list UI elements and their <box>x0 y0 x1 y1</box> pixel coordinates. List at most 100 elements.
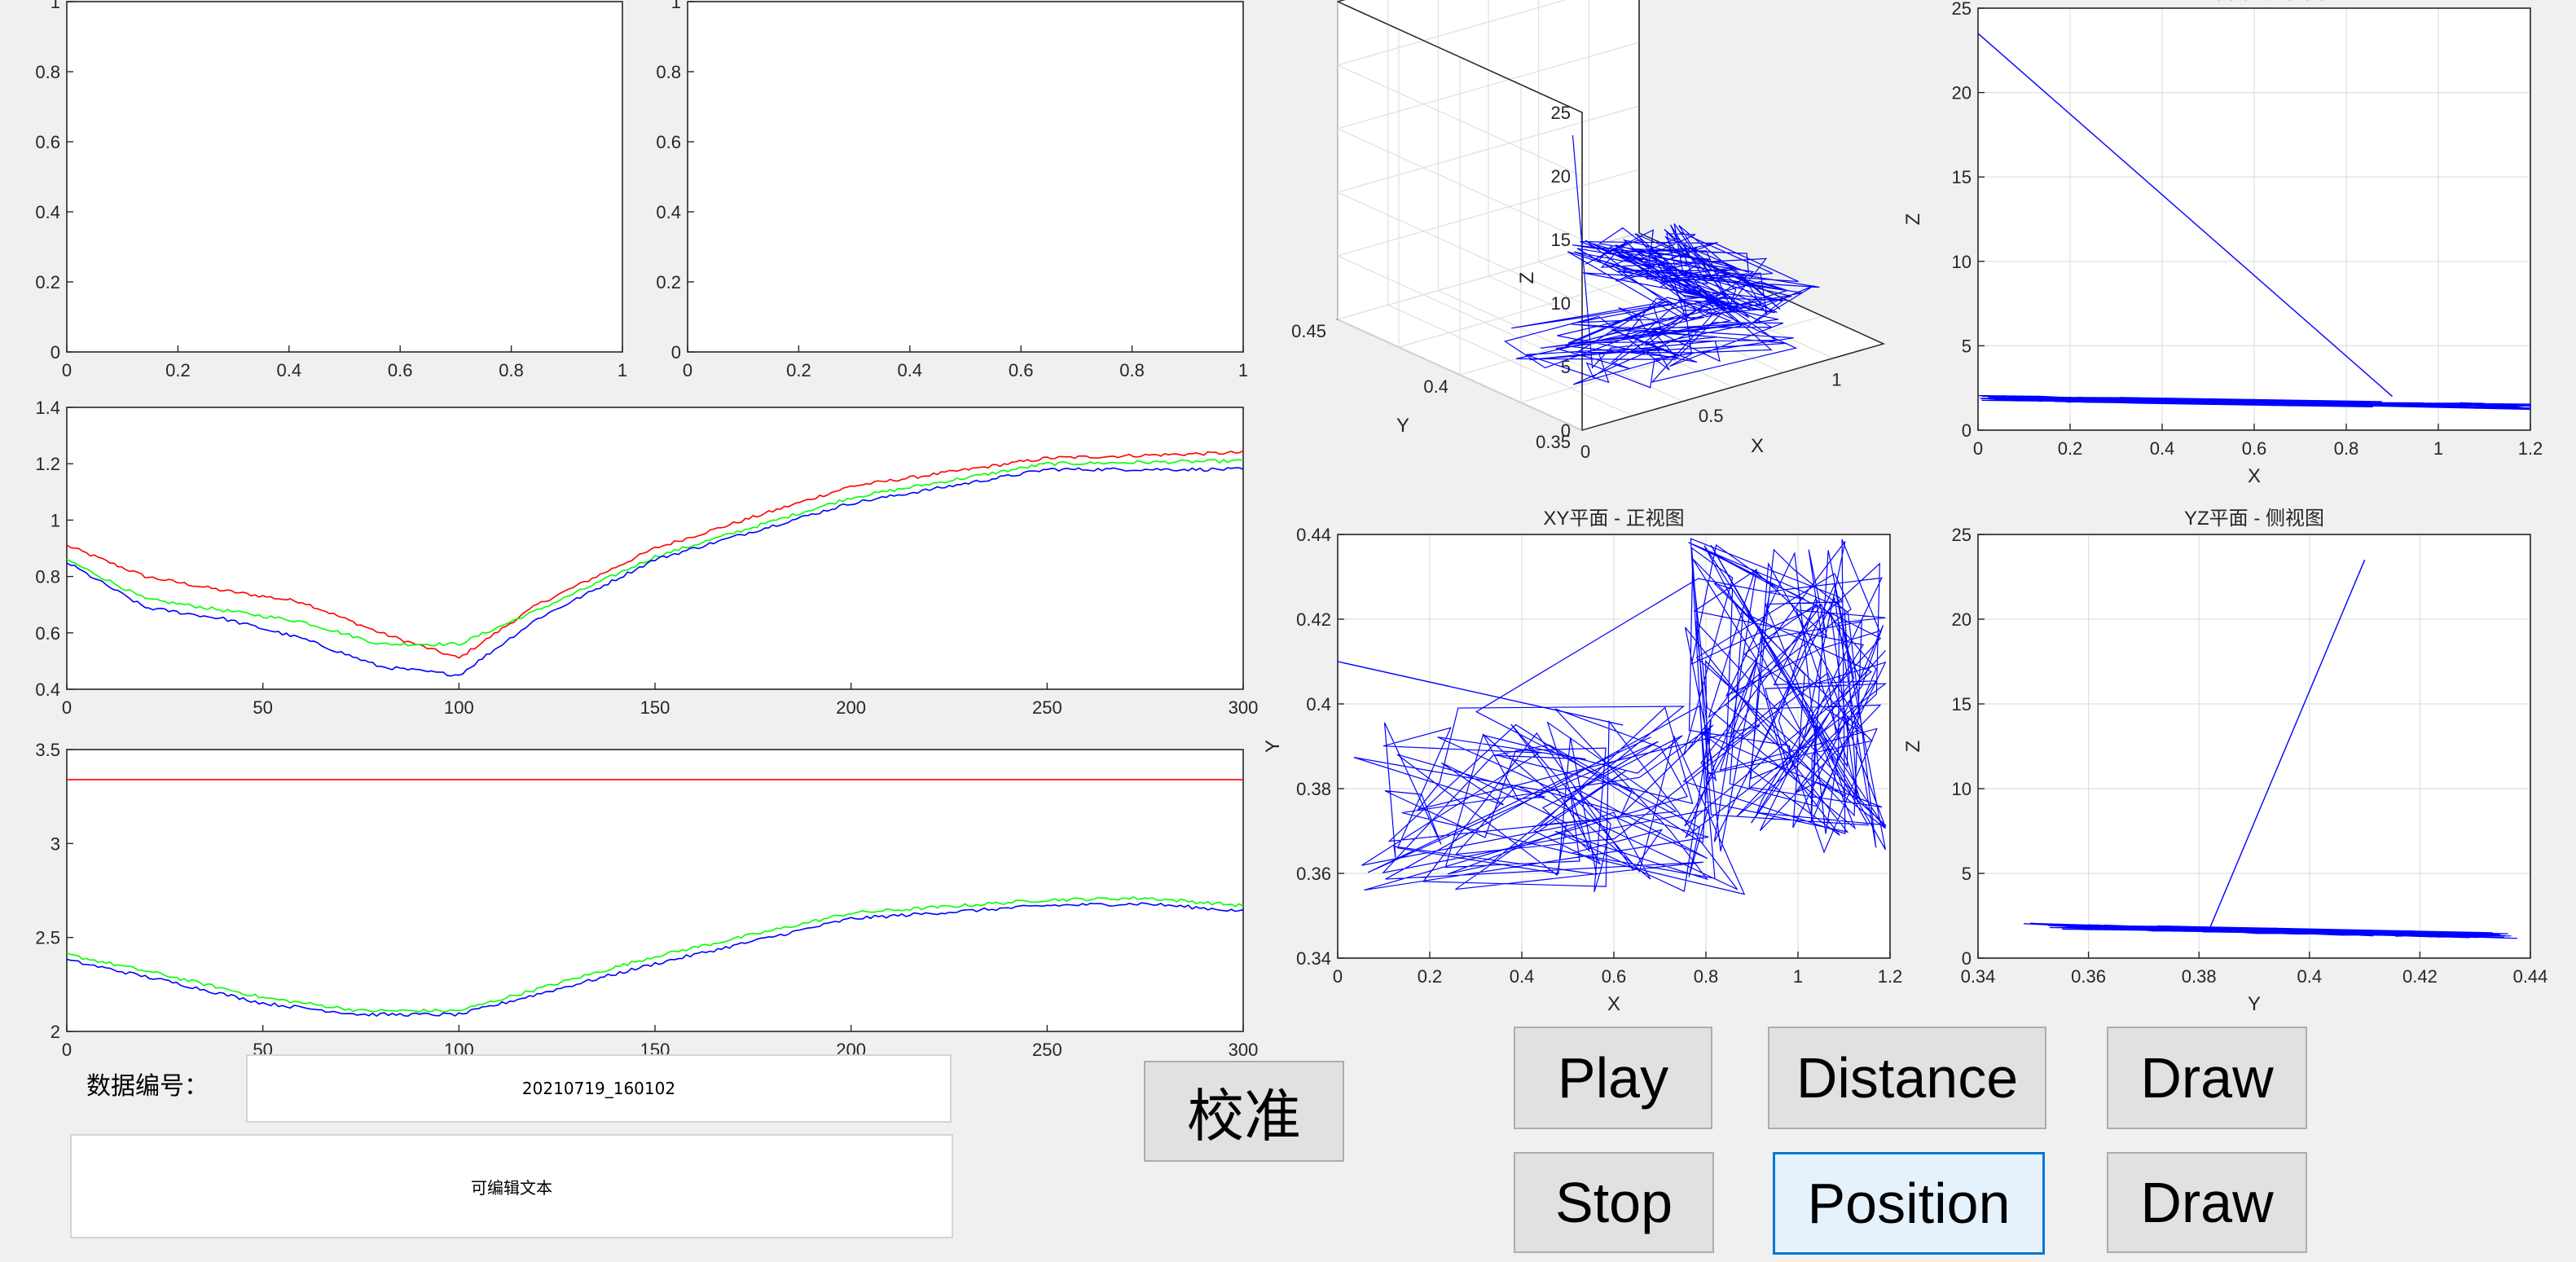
signal1-xtick-label: 50 <box>253 697 272 718</box>
view3d-ztick-label: 0 <box>1561 420 1571 441</box>
signal1-ytick-label: 0.6 <box>35 623 60 644</box>
xy-xtick-label: 0.8 <box>1694 966 1719 987</box>
xy-xtick-label: 0.6 <box>1602 966 1627 987</box>
xz-ytick-label: 25 <box>1952 0 1972 19</box>
xz-xtick-label: 0.4 <box>2150 438 2175 459</box>
empty1-ytick-label: 0.8 <box>35 62 60 82</box>
xy-trajectory <box>1353 538 1888 895</box>
xz-xlabel: X <box>2248 465 2261 487</box>
stop-button[interactable]: Stop <box>1514 1152 1714 1253</box>
xz-xtick-label: 0.6 <box>2242 438 2267 459</box>
view3d-ytick-label: 0.4 <box>1423 376 1448 397</box>
signal2-series-2 <box>66 902 1244 1018</box>
signal2-ytick-label: 2 <box>51 1022 60 1042</box>
xy-ytick-label: 0.4 <box>1306 694 1331 715</box>
xz-ytick-label: 10 <box>1952 252 1972 272</box>
signal2-series-1 <box>66 895 1244 1014</box>
xz-xtick-label: 0 <box>1973 438 1983 459</box>
draw-button-1[interactable]: Draw <box>2107 1027 2307 1129</box>
signal1-xtick-label: 300 <box>1229 697 1259 718</box>
view3d-ytick-label: 0.35 <box>1536 432 1571 452</box>
yz-outlier-line <box>2209 559 2366 928</box>
empty1-xtick-label: 0 <box>62 360 72 380</box>
signal1-plot-area <box>67 407 1243 689</box>
view3d-edge <box>1638 232 1884 345</box>
empty2-xtick-label: 0.4 <box>898 360 923 380</box>
signal1-xtick-label: 150 <box>640 697 670 718</box>
xz-xtick-label: 0.8 <box>2334 438 2359 459</box>
yz-title: YZ平面 - 侧视图 <box>2184 508 2324 530</box>
yz-xtick-label: 0.44 <box>2513 966 2548 987</box>
yz-xtick-label: 0.36 <box>2071 966 2106 987</box>
empty2-xtick-label: 0.2 <box>786 360 811 380</box>
empty1-xtick-label: 0.6 <box>388 360 413 380</box>
empty2-ytick-label: 0.2 <box>656 272 681 292</box>
empty1-xtick-label: 0.4 <box>277 360 302 380</box>
xy-title: XY平面 - 正视图 <box>1543 508 1684 530</box>
xy-ytick-label: 0.38 <box>1296 779 1331 799</box>
view3d-xtick-label: 1 <box>1831 370 1841 390</box>
view3d-ztick-label: 20 <box>1551 166 1571 187</box>
yz-xtick-label: 0.42 <box>2402 966 2438 987</box>
empty1-xtick-label: 0.2 <box>165 360 191 380</box>
play-button[interactable]: Play <box>1514 1027 1712 1129</box>
xz-xtick-label: 1.2 <box>2518 438 2543 459</box>
empty1-axes-box <box>66 1 623 353</box>
editable-text-field[interactable]: 可编辑文本 <box>70 1134 953 1238</box>
signal1-xtick-label: 200 <box>836 697 866 718</box>
yz-ytick-label: 25 <box>1952 525 1972 545</box>
view3d-xlabel: X <box>1751 435 1764 457</box>
view3d-ztick-label: 5 <box>1561 357 1571 377</box>
yz-ytick-label: 0 <box>1962 948 1972 969</box>
draw-button-2[interactable]: Draw <box>2107 1152 2307 1253</box>
xz-title: XZ平面 - 俯视图 <box>2184 0 2324 3</box>
yz-ytick-label: 5 <box>1962 864 1972 884</box>
empty2-axes-box <box>687 1 1244 353</box>
view3d-ztick-label: 25 <box>1551 103 1571 123</box>
empty1-ytick-label: 0.6 <box>35 132 60 152</box>
xy-ytick-label: 0.36 <box>1296 864 1331 884</box>
signal2-ytick-label: 3 <box>51 833 60 854</box>
data-id-label: 数据编号： <box>86 1072 209 1101</box>
xz-ytick-label: 20 <box>1952 83 1972 103</box>
view3d-edge <box>1337 1 1583 113</box>
view3d-ytick-label: 0.45 <box>1291 321 1326 341</box>
signal1-ytick-label: 1.4 <box>35 398 60 418</box>
empty1-xtick-label: 0.8 <box>499 360 524 380</box>
empty2-ytick-label: 0.6 <box>656 132 681 152</box>
xz-xtick-label: 0.2 <box>2058 438 2083 459</box>
position-button[interactable]: Position <box>1773 1152 2045 1255</box>
empty2-xtick-label: 1 <box>1238 360 1248 380</box>
signal1-xtick-label: 100 <box>444 697 474 718</box>
signal1-ytick-label: 1.2 <box>35 454 60 474</box>
signal1-series-2 <box>66 467 1244 677</box>
yz-plot-area <box>1978 534 2530 958</box>
yz-ytick-label: 20 <box>1952 609 1972 630</box>
signal1-xtick-label: 250 <box>1032 697 1062 718</box>
view3d-edge <box>1581 343 1884 431</box>
xy-xtick-label: 0.4 <box>1510 966 1535 987</box>
empty1-ytick-label: 0.4 <box>35 202 60 222</box>
xy-xtick-label: 0.2 <box>1418 966 1443 987</box>
xz-trajectory <box>1978 394 2531 411</box>
signal1-ytick-label: 1 <box>51 510 60 530</box>
data-id-field[interactable]: 20210719_160102 <box>246 1054 952 1123</box>
xz-outlier-line <box>1977 33 2393 398</box>
xz-xtick-label: 1 <box>2433 438 2443 459</box>
empty2-ytick-label: 0 <box>671 342 681 363</box>
signal2-ytick-label: 3.5 <box>35 740 60 760</box>
empty1-ytick-label: 1 <box>51 0 60 12</box>
xz-ylabel: Z <box>1902 213 1924 226</box>
xy-xtick-label: 0 <box>1333 966 1343 987</box>
signal1-ytick-label: 0.8 <box>35 567 60 587</box>
xy-outlier-line <box>1337 661 1624 726</box>
yz-trajectory <box>2023 922 2517 939</box>
calibrate-button[interactable]: 校准 <box>1144 1061 1344 1162</box>
yz-ytick-label: 15 <box>1952 694 1972 715</box>
distance-button[interactable]: Distance <box>1768 1027 2046 1129</box>
empty2-ytick-label: 1 <box>671 0 681 12</box>
empty2-xtick-label: 0.8 <box>1119 360 1145 380</box>
yz-xlabel: Y <box>2248 993 2261 1015</box>
empty2-ytick-label: 0.8 <box>656 62 681 82</box>
